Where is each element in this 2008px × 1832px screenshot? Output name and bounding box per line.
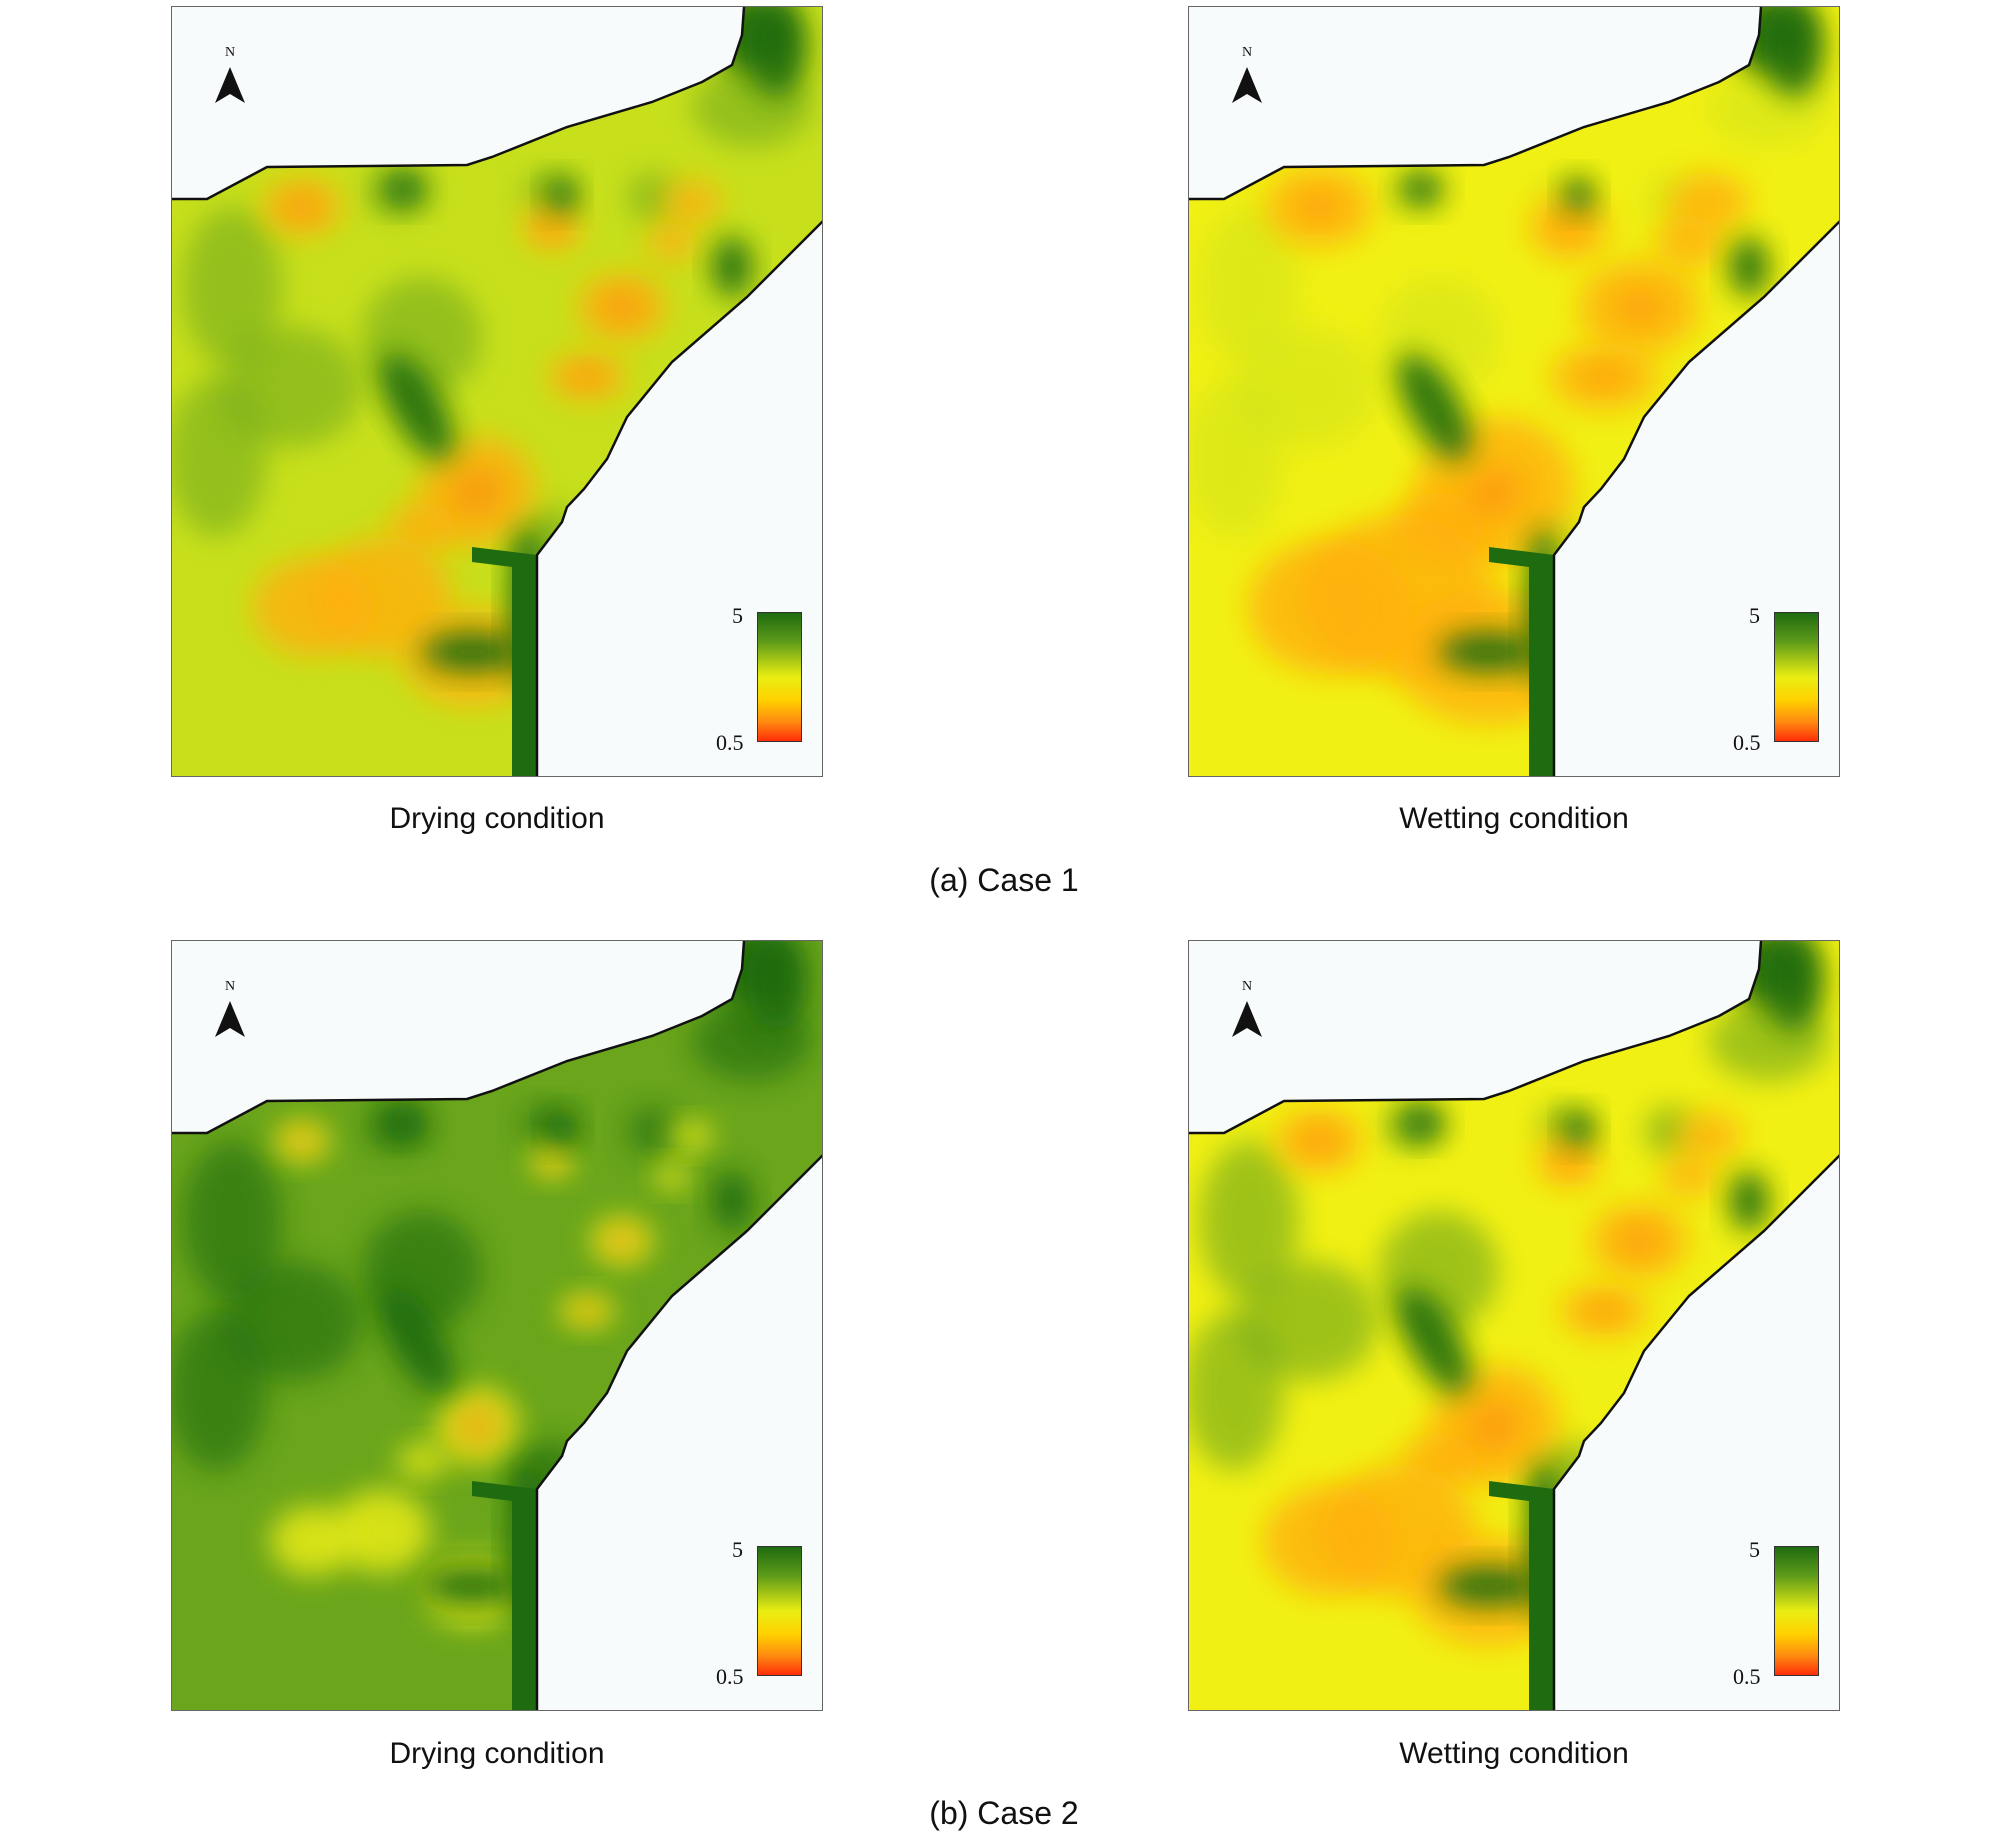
north-arrow: N [1229,979,1265,1039]
legend-min-label: 0.5 [716,730,744,755]
north-arrow: N [212,979,248,1039]
legend-max-label: 5 [732,1537,743,1562]
legend-max-label: 5 [1749,1537,1760,1562]
legend-colorbar [1774,612,1819,742]
legend-min-label: 0.5 [1733,1664,1761,1689]
coastline [172,7,822,776]
coastline [1189,7,1839,776]
land-surface [172,941,822,1710]
north-label: N [224,979,236,994]
north-arrow-icon [215,67,245,103]
map-raster [1189,941,1839,1710]
land-surface [172,7,822,776]
land-surface [1189,7,1839,776]
legend-max-label: 5 [1749,603,1760,628]
map-panel-case1-wetting: N 5 0.5 [1188,6,1840,777]
map-raster [172,7,822,776]
legend-max-label: 5 [732,603,743,628]
north-arrow: N [212,45,248,105]
case-caption: (a) Case 1 [929,862,1079,898]
legend-min-label: 0.5 [1733,730,1761,755]
north-arrow-icon [215,1001,245,1037]
legend-min-label: 0.5 [716,1664,744,1689]
map-panel-case1-drying: N 5 0.5 [171,6,823,777]
legend-colorbar [757,612,802,742]
coastline [1189,941,1839,1710]
north-label: N [224,45,236,60]
panel-caption: Drying condition [389,802,605,835]
map-raster [1189,7,1839,776]
north-arrow-icon [1232,1001,1262,1037]
panel-caption: Drying condition [389,1737,605,1770]
north-label: N [1241,979,1253,994]
map-panel-case2-wetting: N 5 0.5 [1188,940,1840,1711]
case-caption: (b) Case 2 [929,1795,1079,1831]
panel-caption: Wetting condition [1399,802,1629,835]
coastline [172,941,822,1710]
north-label: N [1241,45,1253,60]
north-arrow: N [1229,45,1265,105]
map-panel-case2-drying: N 5 0.5 [171,940,823,1711]
panel-caption: Wetting condition [1399,1737,1629,1770]
north-arrow-icon [1232,67,1262,103]
map-raster [172,941,822,1710]
legend-colorbar [1774,1546,1819,1676]
legend-colorbar [757,1546,802,1676]
land-surface [1189,941,1839,1710]
